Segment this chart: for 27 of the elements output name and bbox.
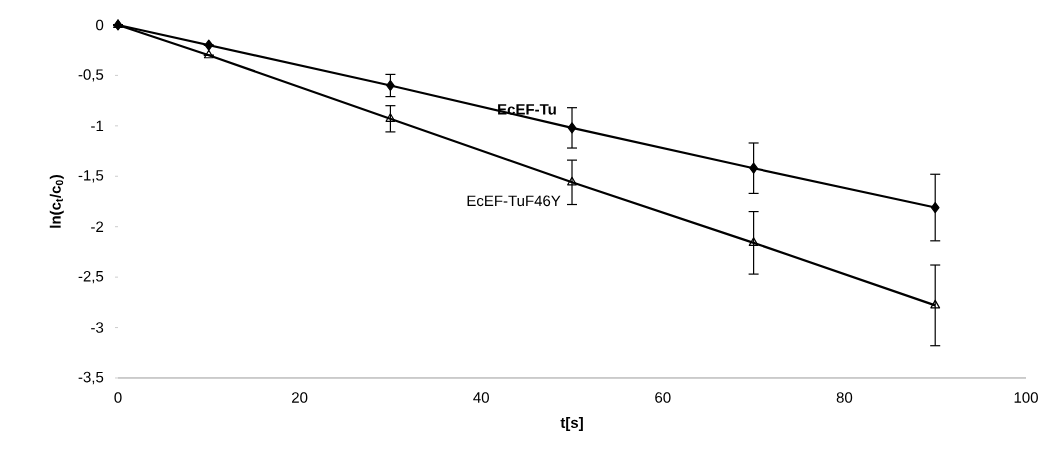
y-tick-label: -1 — [91, 120, 104, 131]
y-tick-label: -3 — [91, 322, 104, 333]
y-tick-label: -0,5 — [78, 69, 104, 82]
x-tick-label: 40 — [473, 392, 489, 403]
series-label: EcEF-TuF46Y — [467, 195, 561, 207]
point — [204, 39, 214, 51]
x-axis-title: t[s] — [560, 417, 583, 431]
point — [930, 201, 940, 214]
y-tick-label: -3,5 — [78, 371, 104, 385]
point — [567, 122, 577, 134]
series-label: EcEF-Tu — [498, 104, 556, 115]
point — [203, 49, 214, 59]
point — [567, 176, 577, 186]
y-tick-label: -2 — [91, 221, 104, 232]
point — [930, 299, 941, 309]
y-axis-title: ln(c$_{t}$/c$_{0}$) — [49, 174, 64, 228]
y-tick-label: 0 — [96, 19, 104, 31]
point — [748, 237, 759, 246]
point — [749, 162, 758, 174]
x-tick-label: 0 — [114, 392, 122, 403]
x-tick-label: 80 — [836, 392, 853, 403]
x-tick-label: 60 — [655, 392, 671, 403]
x-tick-label: 100 — [1014, 392, 1038, 403]
y-tick-label: -1,5 — [78, 170, 104, 183]
x-tick-label: 20 — [292, 392, 308, 403]
y-tick-label: -2,5 — [78, 270, 104, 284]
point — [385, 113, 396, 122]
